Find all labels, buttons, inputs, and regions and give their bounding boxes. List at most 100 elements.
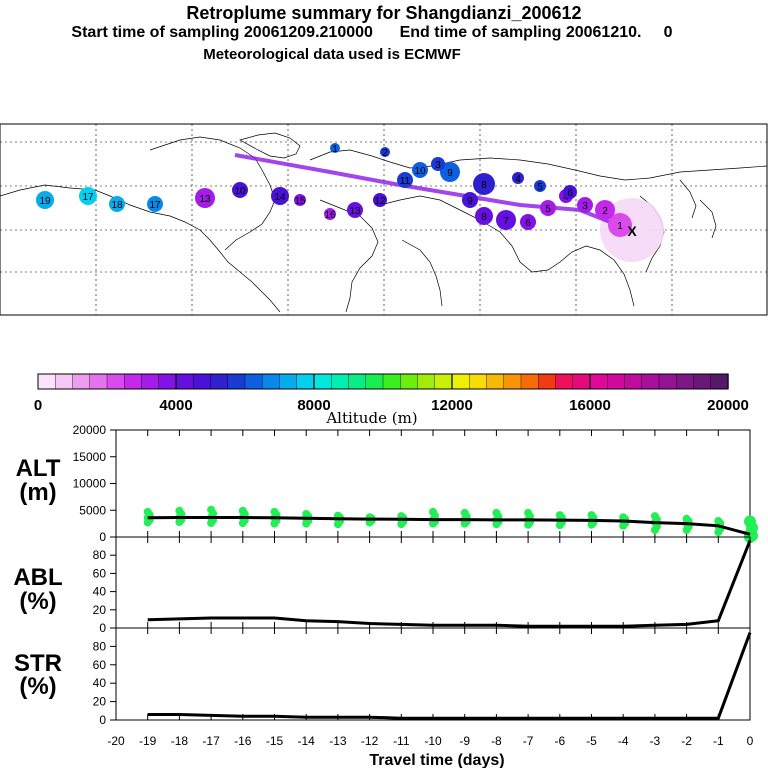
panel-y-label: ALT [16, 455, 61, 482]
colorbar-segment [106, 373, 125, 390]
colorbar-segment [158, 373, 177, 390]
colorbar-segment [124, 373, 143, 390]
trajectory-day-label: 14 [274, 192, 286, 203]
trajectory-marker [271, 187, 289, 205]
colorbar-tick-labels: 0 4000 8000 12000 16000 20000 [34, 397, 749, 414]
trajectory-day-label: 6 [567, 188, 573, 199]
trajectory-marker [232, 182, 248, 198]
colorbar-segment [676, 373, 695, 390]
altitude-scatter-point [682, 526, 691, 535]
y-tick-label: 10000 [73, 477, 107, 491]
y-tick-label: 80 [93, 548, 107, 562]
x-tick-label: -16 [234, 734, 252, 748]
altitude-scatter-point [333, 520, 342, 529]
colorbar-segment [469, 373, 488, 390]
trajectory-marker [347, 202, 363, 218]
panel-frame [115, 536, 751, 629]
trajectory-day-label: 12 [374, 196, 386, 207]
x-tick-label: -4 [618, 734, 629, 748]
panel-frame [115, 627, 751, 721]
colorbar-segments [37, 373, 729, 390]
sampling-time-line: Start time of sampling 20061209.210000 E… [71, 24, 673, 41]
colorbar-segment [89, 373, 108, 390]
trajectory-day-label: 17 [82, 192, 94, 203]
trajectory-day-label: 5 [537, 182, 543, 193]
trajectory-map: 1234567898910111213161514101317181719123… [0, 123, 768, 316]
colorbar-segment [555, 373, 574, 390]
x-tick-label: -10 [424, 734, 442, 748]
colorbar-segment [658, 373, 677, 390]
trajectory-marker [520, 214, 536, 230]
y-tick-label: 0 [99, 530, 106, 544]
y-tick-label: 60 [93, 658, 107, 672]
colorbar-segment [55, 373, 74, 390]
colorbar-segment [193, 373, 212, 390]
panel-str: 0 20 40 60 80 STR(%) [14, 627, 752, 727]
altitude-scatter-point [175, 518, 184, 527]
colorbar-segment [520, 373, 539, 390]
altitude-scatter-point [619, 521, 628, 530]
met-data-line: Meteorological data used is ECMWF [203, 46, 461, 63]
coastlines [0, 132, 768, 313]
colorbar-segment [538, 373, 557, 390]
y-tick-label: 5000 [79, 503, 106, 517]
trajectory-day-label: 10 [414, 166, 426, 177]
time-series-panels: 05000100001500020000ALT(m)020406080ABL(%… [13, 423, 758, 727]
panel-y-label: ABL [13, 564, 62, 591]
panel-y-label: STR [14, 650, 62, 677]
y-tick-label: 60 [93, 566, 107, 580]
colorbar-tick-label: 0 [34, 397, 42, 414]
trajectory-marker [79, 187, 97, 205]
colorbar-segment [710, 373, 729, 390]
panel-y-label: (%) [19, 588, 56, 615]
x-tick-label: -2 [681, 734, 692, 748]
colorbar-tick-label: 4000 [159, 397, 192, 414]
trajectory-marker [397, 172, 413, 188]
trajectory-day-label: 8 [481, 212, 487, 223]
trajectory-day-label: 3 [582, 201, 588, 212]
panel-abl: 0 20 40 60 80 ABL(%) [13, 536, 752, 635]
x-tick-label: -6 [554, 734, 565, 748]
altitude-scatter-point [460, 519, 469, 528]
trajectory-marker [512, 172, 524, 184]
trajectory-day-label: 13 [349, 206, 361, 217]
y-tick-label: 40 [93, 585, 107, 599]
colorbar-tick-label: 16000 [569, 397, 611, 414]
colorbar-tick-label: 20000 [707, 397, 749, 414]
x-tick-label: -9 [459, 734, 470, 748]
x-tick-label: -5 [586, 734, 597, 748]
trajectory-day-label: 5 [545, 204, 551, 215]
colorbar-tick-label: 12000 [431, 397, 473, 414]
altitude-scatter-point [650, 526, 659, 535]
trajectory-marker [540, 200, 556, 216]
x-tick-label: -12 [361, 734, 379, 748]
colorbar-segment [434, 373, 453, 390]
colorbar-segment [693, 373, 712, 390]
trajectory-day-label: 15 [294, 196, 306, 207]
trajectory-day-label: 11 [400, 176, 411, 187]
altitude-scatter-point [207, 519, 216, 528]
trajectory-marker [330, 143, 340, 153]
x-tick-label: 0 [747, 734, 754, 748]
y-tick-label: 0 [99, 713, 106, 727]
trajectory-marker [563, 185, 577, 199]
y-tick-label: 20000 [73, 423, 107, 437]
colorbar-segment [348, 373, 367, 390]
altitude-scatter-point [143, 518, 152, 527]
trajectory-marker [324, 208, 336, 220]
trajectory-day-label: 16 [324, 210, 336, 221]
trajectory-day-label: 4 [515, 174, 521, 185]
series-line-abl [147, 540, 752, 628]
altitude-scatter-point [555, 521, 564, 530]
colorbar-segment [72, 373, 91, 390]
trajectory-marker [462, 192, 478, 208]
y-tick-label: 15000 [73, 450, 107, 464]
colorbar-segment [382, 373, 401, 390]
trajectory-day-label: 1 [332, 144, 338, 155]
trajectory-marker [440, 162, 460, 182]
trajectory-day-label: 6 [525, 218, 531, 229]
altitude-scatter-point [492, 520, 501, 529]
colorbar-segment [451, 373, 470, 390]
x-tick-label: -7 [523, 734, 534, 748]
colorbar-segment [486, 373, 505, 390]
